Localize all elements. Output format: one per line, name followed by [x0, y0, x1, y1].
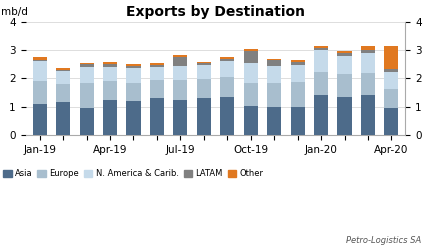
Bar [314, 45, 328, 47]
Bar [361, 73, 375, 95]
Bar [337, 74, 351, 97]
Bar [220, 59, 234, 62]
Bar [150, 63, 164, 65]
Bar [244, 83, 258, 106]
Bar [314, 72, 328, 95]
Bar [197, 98, 211, 135]
Bar [103, 100, 117, 135]
Bar [220, 97, 234, 135]
Bar [197, 65, 211, 79]
Bar [33, 104, 47, 135]
Bar [150, 80, 164, 98]
Bar [56, 71, 70, 84]
Bar [33, 62, 47, 81]
Bar [127, 101, 141, 135]
Bar [173, 100, 187, 135]
Bar [291, 62, 305, 65]
Bar [127, 64, 141, 66]
Bar [173, 80, 187, 100]
Bar [127, 83, 141, 101]
Bar [56, 68, 70, 70]
Bar [197, 63, 211, 65]
Bar [173, 57, 187, 66]
Bar [337, 56, 351, 74]
Bar [384, 89, 398, 108]
Bar [103, 64, 117, 66]
Bar [267, 59, 281, 60]
Bar [291, 82, 305, 107]
Bar [361, 95, 375, 135]
Bar [220, 77, 234, 97]
Bar [384, 69, 398, 72]
Bar [103, 66, 117, 81]
Bar [244, 63, 258, 83]
Bar [197, 62, 211, 63]
Bar [244, 51, 258, 63]
Bar [150, 65, 164, 67]
Bar [150, 98, 164, 135]
Bar [384, 72, 398, 89]
Bar [103, 62, 117, 64]
Text: mb/d: mb/d [1, 7, 28, 17]
Bar [291, 60, 305, 62]
Bar [314, 47, 328, 50]
Bar [244, 106, 258, 135]
Bar [150, 67, 164, 80]
Bar [56, 70, 70, 71]
Bar [267, 107, 281, 135]
Bar [337, 53, 351, 56]
Bar [267, 66, 281, 83]
Bar [244, 49, 258, 51]
Bar [337, 51, 351, 53]
Bar [384, 46, 398, 69]
Bar [314, 95, 328, 135]
Bar [80, 83, 94, 107]
Bar [127, 68, 141, 83]
Bar [361, 49, 375, 53]
Bar [291, 65, 305, 82]
Bar [361, 53, 375, 73]
Bar [173, 55, 187, 57]
Bar [103, 81, 117, 100]
Bar [33, 57, 47, 60]
Bar [197, 79, 211, 98]
Bar [267, 83, 281, 107]
Bar [220, 57, 234, 59]
Bar [220, 62, 234, 77]
Bar [80, 67, 94, 83]
Title: Exports by Destination: Exports by Destination [126, 5, 305, 19]
Bar [267, 60, 281, 66]
Bar [33, 60, 47, 62]
Bar [173, 66, 187, 80]
Bar [314, 50, 328, 72]
Bar [33, 81, 47, 104]
Bar [56, 103, 70, 135]
Bar [80, 64, 94, 67]
Bar [337, 97, 351, 135]
Legend: Asia, Europe, N. America & Carib., LATAM, Other: Asia, Europe, N. America & Carib., LATAM… [3, 169, 263, 178]
Bar [361, 46, 375, 49]
Bar [56, 84, 70, 103]
Bar [127, 66, 141, 68]
Text: Petro-Logistics SA: Petro-Logistics SA [346, 236, 422, 245]
Bar [291, 107, 305, 135]
Bar [80, 107, 94, 135]
Bar [80, 63, 94, 64]
Bar [384, 108, 398, 135]
